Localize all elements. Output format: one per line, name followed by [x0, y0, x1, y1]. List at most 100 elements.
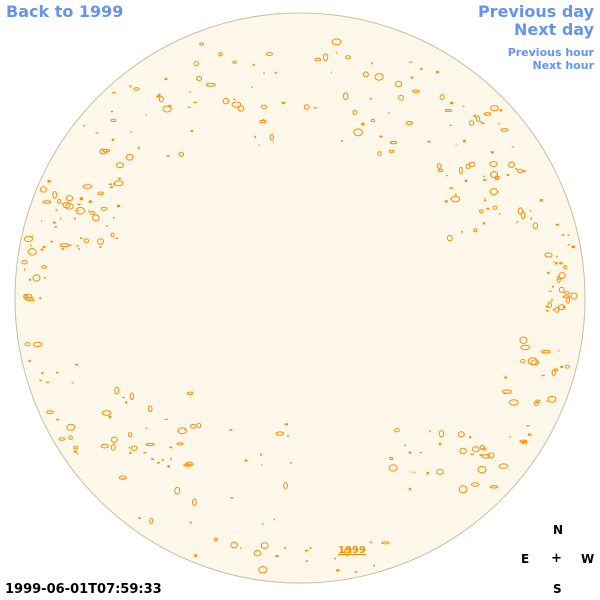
contour-speck	[193, 101, 197, 104]
contour-speck	[190, 129, 194, 133]
contour-speck	[184, 427, 186, 431]
contour-loop	[498, 463, 509, 469]
contour-speck	[479, 454, 483, 456]
contour-loop	[322, 53, 329, 62]
contour-speck	[194, 554, 197, 557]
contour-speck	[88, 210, 90, 213]
contour-loop	[90, 210, 96, 215]
contour-loop	[405, 120, 413, 126]
contour-speck	[369, 97, 372, 100]
contour-loop	[352, 109, 358, 115]
contour-speck	[410, 471, 412, 473]
next-day-link[interactable]: Next day	[514, 20, 594, 39]
contour-speck	[546, 310, 549, 312]
contour-speck	[78, 248, 81, 250]
contour-loop	[187, 391, 194, 395]
contour-speck	[484, 197, 486, 200]
next-hour-link[interactable]: Next hour	[532, 59, 595, 72]
contour-speck	[560, 366, 564, 368]
contour-speck	[555, 262, 558, 265]
contour-speck	[309, 547, 312, 549]
contour-loop	[66, 423, 76, 431]
contour-speck	[444, 200, 448, 203]
contour-loop	[508, 161, 516, 168]
contour-speck	[274, 71, 277, 74]
contour-loop	[563, 291, 571, 295]
contour-speck	[490, 151, 494, 154]
contour-speck	[469, 436, 472, 439]
contour-speck	[61, 203, 63, 205]
contour-loop	[344, 55, 351, 60]
contour-loop	[114, 386, 120, 395]
contour-speck	[529, 210, 532, 212]
contour-loop	[489, 485, 499, 489]
contour-loop	[483, 112, 492, 116]
contour-speck	[305, 550, 307, 553]
contour-loop	[275, 431, 285, 436]
contour-speck	[143, 451, 147, 454]
contour-speck	[55, 209, 58, 211]
contour-speck	[164, 78, 168, 80]
back-to-year-link[interactable]: Back to 1999	[6, 2, 124, 21]
contour-speck	[230, 497, 234, 499]
contour-speck	[76, 245, 79, 247]
contour-speck	[571, 245, 575, 249]
contour-speck	[168, 104, 172, 108]
contour-loop	[479, 209, 484, 214]
observation-timestamp: 1999-06-01T07:59:33	[5, 582, 162, 597]
year-link[interactable]: 1999	[338, 545, 366, 556]
contour-speck	[244, 459, 248, 462]
contour-loop	[519, 336, 528, 344]
contour-speck	[482, 222, 486, 225]
contour-speck	[54, 225, 57, 228]
contour-speck	[454, 193, 457, 196]
contour-speck	[28, 278, 32, 281]
previous-day-link[interactable]: Previous day	[477, 2, 594, 21]
previous-hour-link[interactable]: Previous hour	[507, 46, 594, 59]
contour-loop	[558, 286, 565, 293]
contour-loop	[21, 260, 28, 265]
contour-speck	[110, 186, 113, 188]
contour-speck	[118, 177, 121, 180]
contour-speck	[427, 140, 431, 143]
contour-speck	[116, 204, 121, 208]
contour-loop	[232, 60, 237, 64]
contour-loop	[118, 475, 127, 480]
contour-loop	[149, 517, 154, 525]
contour-speck	[169, 446, 173, 449]
contour-loop	[314, 57, 322, 62]
contour-speck	[408, 488, 412, 491]
contour-speck	[436, 70, 439, 74]
contour-loop	[558, 272, 566, 280]
compass-east: E	[521, 552, 530, 566]
contour-loop	[195, 76, 203, 81]
contour-loop	[389, 456, 394, 461]
contour-speck	[43, 277, 46, 279]
contour-speck	[112, 91, 116, 94]
contour-speck	[56, 418, 59, 421]
contour-speck	[125, 401, 128, 404]
contour-speck	[129, 85, 132, 88]
contour-speck	[483, 200, 487, 202]
contour-loop	[177, 427, 187, 435]
contour-speck	[59, 217, 61, 220]
contour-loop	[27, 248, 37, 256]
contour-speck	[446, 175, 449, 177]
contour-loop	[193, 60, 200, 67]
contour-speck	[528, 433, 532, 436]
contour-loop	[110, 232, 115, 238]
contour-loop	[101, 410, 112, 416]
contour-speck	[548, 290, 552, 292]
contour-speck	[166, 155, 170, 157]
contour-speck	[522, 170, 526, 173]
contour-speck	[480, 121, 482, 123]
contour-loop	[570, 292, 578, 300]
contour-loop	[438, 168, 444, 173]
contour-loop	[128, 432, 133, 438]
contour-loop	[82, 184, 93, 189]
contour-speck	[509, 436, 511, 438]
contour-speck	[79, 197, 84, 201]
contour-loop	[32, 274, 41, 282]
contour-loop	[190, 423, 197, 429]
contour-speck	[110, 110, 114, 113]
